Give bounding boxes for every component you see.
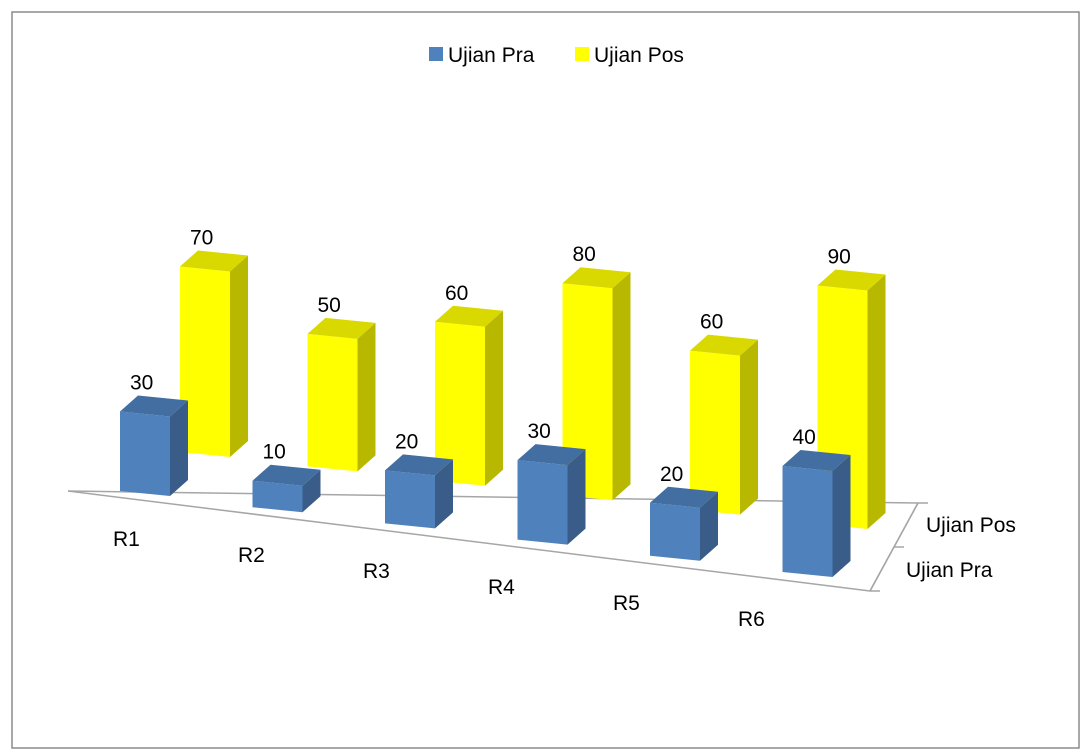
data-label-ujian-pra-r5: 20 — [660, 463, 683, 486]
data-label-ujian-pos-r6: 90 — [828, 246, 851, 269]
data-label-ujian-pos-r2: 50 — [318, 294, 341, 317]
bar-side-face — [567, 449, 586, 545]
bar-side-face — [435, 459, 453, 529]
bar-top-face — [120, 395, 188, 417]
bar-front-face — [517, 460, 568, 545]
bar-ujian-pra-r1 — [120, 395, 188, 496]
bar-front-face — [180, 266, 230, 457]
bar-ujian-pra-r5 — [650, 486, 718, 561]
bar-top-face — [562, 267, 631, 289]
data-label-ujian-pra-r6: 40 — [793, 426, 816, 449]
bar-ujian-pos-r1 — [180, 250, 248, 457]
bar-side-face — [170, 400, 188, 496]
legend-label-ujian-pos: Ujian Pos — [594, 44, 684, 67]
bar-top-face — [307, 317, 376, 339]
bar-ujian-pra-r3 — [385, 454, 453, 529]
bar-top-face — [180, 250, 248, 272]
bar-front-face — [650, 502, 700, 561]
legend: Ujian Pra Ujian Pos — [429, 44, 684, 67]
x-tick-label-r4: R4 — [488, 576, 515, 599]
bar-ujian-pos-r3 — [435, 305, 503, 486]
bar-front-face — [435, 321, 485, 486]
bar-front-face — [307, 333, 358, 472]
x-tick-label-r2: R2 — [238, 544, 265, 567]
bar-top-face — [817, 269, 886, 291]
bar-top-face — [650, 486, 718, 508]
bar-side-face — [740, 339, 758, 515]
x-axis-labels: R1 R2 R3 R4 R5 R6 — [113, 528, 765, 631]
data-label-ujian-pra-r3: 20 — [395, 430, 418, 453]
bar-ujian-pos-r2 — [307, 317, 376, 472]
legend-label-ujian-pra: Ujian Pra — [448, 44, 535, 67]
bar-ujian-pra-r6 — [782, 450, 851, 577]
data-label-ujian-pos-r1: 70 — [190, 227, 213, 250]
bar-front-face — [782, 466, 833, 577]
x-tick-label-r1: R1 — [113, 528, 140, 551]
bar-top-face — [517, 444, 586, 466]
data-label-ujian-pos-r3: 60 — [445, 282, 468, 305]
bar-ujian-pos-r4 — [562, 267, 631, 501]
bar-side-face — [302, 469, 321, 513]
data-label-ujian-pos-r4: 80 — [573, 243, 596, 266]
depth-axis-label-ujian-pra: Ujian Pra — [906, 559, 993, 582]
bar-side-face — [485, 310, 503, 486]
bar-side-face — [700, 491, 718, 561]
floor-front-edge — [67, 490, 871, 592]
depth-axis-label-ujian-pos: Ujian Pos — [926, 514, 1016, 537]
bar-front-face — [252, 480, 303, 513]
data-label-ujian-pra-r2: 10 — [263, 441, 286, 464]
bar-side-face — [867, 274, 886, 529]
bar-top-face — [782, 450, 851, 471]
bar-front-face — [690, 350, 740, 515]
data-label-ujian-pos-r5: 60 — [700, 311, 723, 334]
data-label-ujian-pra-r4: 30 — [528, 420, 551, 443]
floor-back-edge — [67, 490, 919, 504]
legend-swatch-ujian-pra — [429, 47, 443, 61]
data-label-ujian-pra-r1: 30 — [130, 372, 153, 395]
bar-front-face — [562, 283, 613, 501]
chart-border — [11, 11, 1080, 749]
x-tick-label-r5: R5 — [613, 592, 640, 615]
bar-top-face — [252, 464, 321, 486]
bar-top-face — [385, 454, 453, 476]
bar-side-face — [832, 455, 851, 577]
x-tick-label-r3: R3 — [363, 560, 390, 583]
bar-top-face — [690, 334, 758, 356]
chart-floor: Ujian Pos Ujian Pra — [67, 490, 1016, 592]
bar-side-face — [612, 272, 631, 501]
bar-ujian-pos-r5 — [690, 334, 758, 515]
legend-swatch-ujian-pos — [575, 47, 589, 61]
bar-front-face — [385, 470, 435, 529]
bars-group: 70 50 60 80 60 90 30 10 20 30 20 40 — [120, 227, 886, 577]
bar-top-face — [435, 305, 503, 327]
bar-ujian-pra-r4 — [517, 444, 586, 545]
x-tick-label-r6: R6 — [738, 608, 765, 631]
bar-side-face — [357, 322, 376, 472]
bar-ujian-pra-r2 — [252, 464, 321, 513]
bar-front-face — [120, 411, 170, 496]
bar-side-face — [230, 255, 248, 457]
